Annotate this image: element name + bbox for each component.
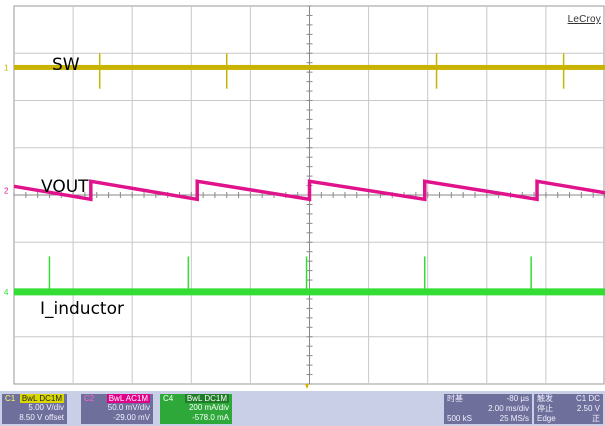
inductor-current-trace-line xyxy=(14,288,605,296)
timebase-descriptor[interactable]: 时基 -80 µs 2.00 ms/div 500 kS 25 MS/s xyxy=(444,394,532,424)
channel-1-offset: 8.50 V offset xyxy=(19,413,64,422)
trigger-channel: C1 DC xyxy=(575,394,600,403)
timebase-sample-rate: 25 MS/s xyxy=(499,414,529,423)
sw-trace-line xyxy=(14,64,605,70)
timebase-time-per-div: 2.00 ms/div xyxy=(488,404,529,413)
inductor-current-trace-label: I_inductor xyxy=(40,299,124,319)
channel-4-offset: -578.0 mA xyxy=(192,413,229,422)
waveform-traces xyxy=(13,53,605,296)
channel-1-coupling-tag: BwL DC1M xyxy=(19,394,64,403)
channel-1-descriptor[interactable]: C1 BwL DC1M 5.00 V/div 8.50 V offset xyxy=(2,394,67,424)
timebase-title: 时基 xyxy=(447,394,463,403)
trigger-mode: 停止 xyxy=(537,404,553,413)
vout-channel-marker: 2 xyxy=(4,186,9,195)
channel-1-name: C1 xyxy=(5,394,16,403)
channel-4-descriptor[interactable]: C4 BwL DC1M 200 mA/div -578.0 mA xyxy=(160,394,232,424)
channel-4-scale: 200 mA/div xyxy=(188,403,229,412)
inductor-channel-marker: 4 xyxy=(4,288,9,297)
trigger-title: 触发 xyxy=(537,394,553,403)
trigger-slope: 正 xyxy=(592,414,600,423)
vout-trace-label: VOUT xyxy=(41,177,89,197)
timebase-samples: 500 kS xyxy=(447,414,472,423)
channel-4-coupling-tag: BwL DC1M xyxy=(184,394,229,403)
trigger-type: Edge xyxy=(537,414,556,423)
trigger-position-arrow xyxy=(305,384,309,389)
sw-channel-marker: 1 xyxy=(4,63,9,72)
vout-sawtooth-trace xyxy=(13,179,605,202)
timebase-delay: -80 µs xyxy=(506,394,529,403)
channel-2-descriptor[interactable]: C2 BwL AC1M 50.0 mV/div -29.00 mV xyxy=(81,394,153,424)
channel-markers: 1 2 4 xyxy=(4,63,9,296)
channel-2-name: C2 xyxy=(84,394,95,403)
channel-2-offset: -29.00 mV xyxy=(113,413,150,422)
brand-logo: LeCroy xyxy=(567,14,601,25)
sw-trace-label: SW xyxy=(52,55,80,75)
trigger-descriptor[interactable]: 触发 C1 DC 停止 2.50 V Edge 正 xyxy=(534,394,603,424)
trigger-level: 2.50 V xyxy=(576,404,600,413)
channel-1-scale: 5.00 V/div xyxy=(28,403,64,412)
channel-2-scale: 50.0 mV/div xyxy=(107,403,150,412)
channel-2-coupling-tag: BwL AC1M xyxy=(106,394,150,403)
channel-4-name: C4 xyxy=(163,394,174,403)
